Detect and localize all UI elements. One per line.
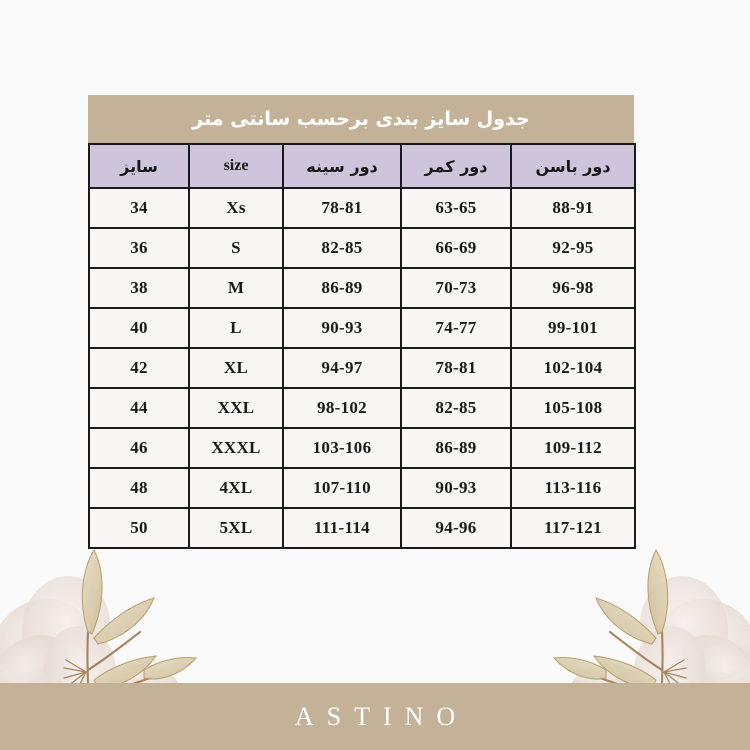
table-row: 88-91 63-65 78-81 Xs 34 [88, 187, 636, 229]
cell-size-number: 36 [88, 227, 190, 269]
cell-hip: 92-95 [510, 227, 636, 269]
cell-bust: 98-102 [282, 387, 402, 429]
cell-bust: 107-110 [282, 467, 402, 509]
cell-hip: 88-91 [510, 187, 636, 229]
cell-size: M [188, 267, 284, 309]
cell-waist: 78-81 [400, 347, 512, 389]
column-header-size-number: سایز [88, 143, 190, 189]
table-body: 88-91 63-65 78-81 Xs 34 92-95 66-69 82-8… [88, 187, 636, 549]
size-chart-table: دور باسن دور کمر دور سینه size سایز 88-9… [88, 143, 636, 549]
table-row: 92-95 66-69 82-85 S 36 [88, 227, 636, 269]
cell-bust: 90-93 [282, 307, 402, 349]
table-header-row: دور باسن دور کمر دور سینه size سایز [88, 143, 636, 189]
cell-size-number: 50 [88, 507, 190, 549]
table-row: 105-108 82-85 98-102 XXL 44 [88, 387, 636, 429]
cell-bust: 78-81 [282, 187, 402, 229]
brand-footer-bar: ASTINO [0, 683, 750, 750]
table-row: 109-112 86-89 103-106 XXXL 46 [88, 427, 636, 469]
cell-waist: 82-85 [400, 387, 512, 429]
cell-size: XL [188, 347, 284, 389]
cell-waist: 74-77 [400, 307, 512, 349]
cell-size: XXXL [188, 427, 284, 469]
cell-size-number: 40 [88, 307, 190, 349]
cell-hip: 113-116 [510, 467, 636, 509]
cell-size-number: 46 [88, 427, 190, 469]
cell-bust: 103-106 [282, 427, 402, 469]
cell-hip: 102-104 [510, 347, 636, 389]
cell-size-number: 34 [88, 187, 190, 229]
cell-size-number: 44 [88, 387, 190, 429]
table-title-band: جدول سایز بندی برحسب سانتی متر [88, 95, 634, 143]
cell-waist: 66-69 [400, 227, 512, 269]
table-row: 117-121 94-96 111-114 5XL 50 [88, 507, 636, 549]
cell-size: Xs [188, 187, 284, 229]
cell-hip: 99-101 [510, 307, 636, 349]
cell-size-number: 38 [88, 267, 190, 309]
table-row: 99-101 74-77 90-93 L 40 [88, 307, 636, 349]
cell-size: 4XL [188, 467, 284, 509]
cell-hip: 96-98 [510, 267, 636, 309]
cell-hip: 117-121 [510, 507, 636, 549]
cell-waist: 63-65 [400, 187, 512, 229]
cell-bust: 82-85 [282, 227, 402, 269]
cell-size: XXL [188, 387, 284, 429]
cell-waist: 86-89 [400, 427, 512, 469]
brand-name: ASTINO [294, 701, 469, 731]
cell-size-number: 48 [88, 467, 190, 509]
cell-hip: 105-108 [510, 387, 636, 429]
cell-hip: 109-112 [510, 427, 636, 469]
column-header-bust: دور سینه [282, 143, 402, 189]
column-header-waist: دور کمر [400, 143, 512, 189]
cell-bust: 86-89 [282, 267, 402, 309]
table-row: 113-116 90-93 107-110 4XL 48 [88, 467, 636, 509]
table-row: 96-98 70-73 86-89 M 38 [88, 267, 636, 309]
cell-bust: 94-97 [282, 347, 402, 389]
column-header-hip: دور باسن [510, 143, 636, 189]
cell-waist: 70-73 [400, 267, 512, 309]
table-header: دور باسن دور کمر دور سینه size سایز [88, 143, 636, 189]
cell-bust: 111-114 [282, 507, 402, 549]
cell-waist: 94-96 [400, 507, 512, 549]
cell-size: L [188, 307, 284, 349]
table-title: جدول سایز بندی برحسب سانتی متر [192, 108, 530, 130]
cell-size: 5XL [188, 507, 284, 549]
column-header-size: size [188, 143, 284, 189]
cell-size: S [188, 227, 284, 269]
cell-waist: 90-93 [400, 467, 512, 509]
table-row: 102-104 78-81 94-97 XL 42 [88, 347, 636, 389]
cell-size-number: 42 [88, 347, 190, 389]
